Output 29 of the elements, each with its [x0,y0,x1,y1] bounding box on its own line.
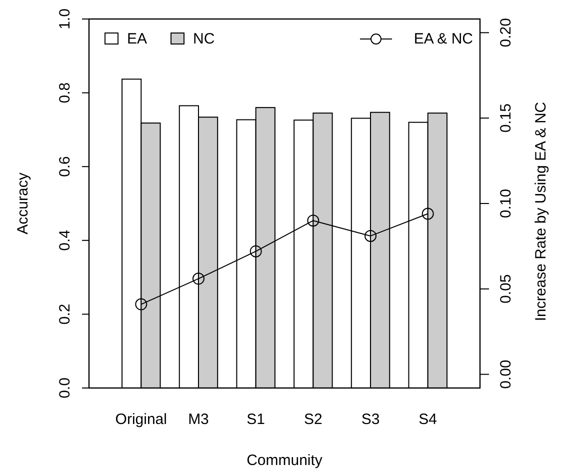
point [250,245,262,258]
y2-tick-label: 0.15 [498,103,514,133]
y2-tick-label: 0.20 [498,18,514,48]
x-tick-label: M3 [188,411,209,428]
legend-label: EA & NC [414,30,474,48]
x-tick-label: Original [115,411,167,428]
x-tick-label: S3 [361,411,380,428]
point [307,214,320,227]
y-tick-label: 1.0 [56,8,74,30]
y-axis-title: Accuracy [14,172,32,234]
legend-label: EA [127,30,148,48]
x-tick-label: S1 [246,411,266,428]
point [135,298,148,310]
x-axis-title: Community [246,452,323,469]
y-tick-label: 0.8 [56,82,74,104]
y2-tick-label: 0.10 [498,188,514,218]
x-tick-label: S2 [304,411,322,428]
y-tick-label: 0.2 [56,304,74,325]
y-tick-label: 0.0 [56,378,74,398]
y-tick-label: 0.4 [56,230,74,251]
y2-tick-label: 0.00 [498,360,514,389]
point [192,272,204,285]
y2-axis-title: Increase Rate by Using EA & NC [532,102,550,322]
point [364,230,377,242]
y2-tick-label: 0.05 [498,274,514,304]
legend-label: NC [193,30,215,48]
y-tick-label: 0.6 [56,156,74,178]
point [422,208,434,220]
x-tick-label: S4 [418,411,438,428]
